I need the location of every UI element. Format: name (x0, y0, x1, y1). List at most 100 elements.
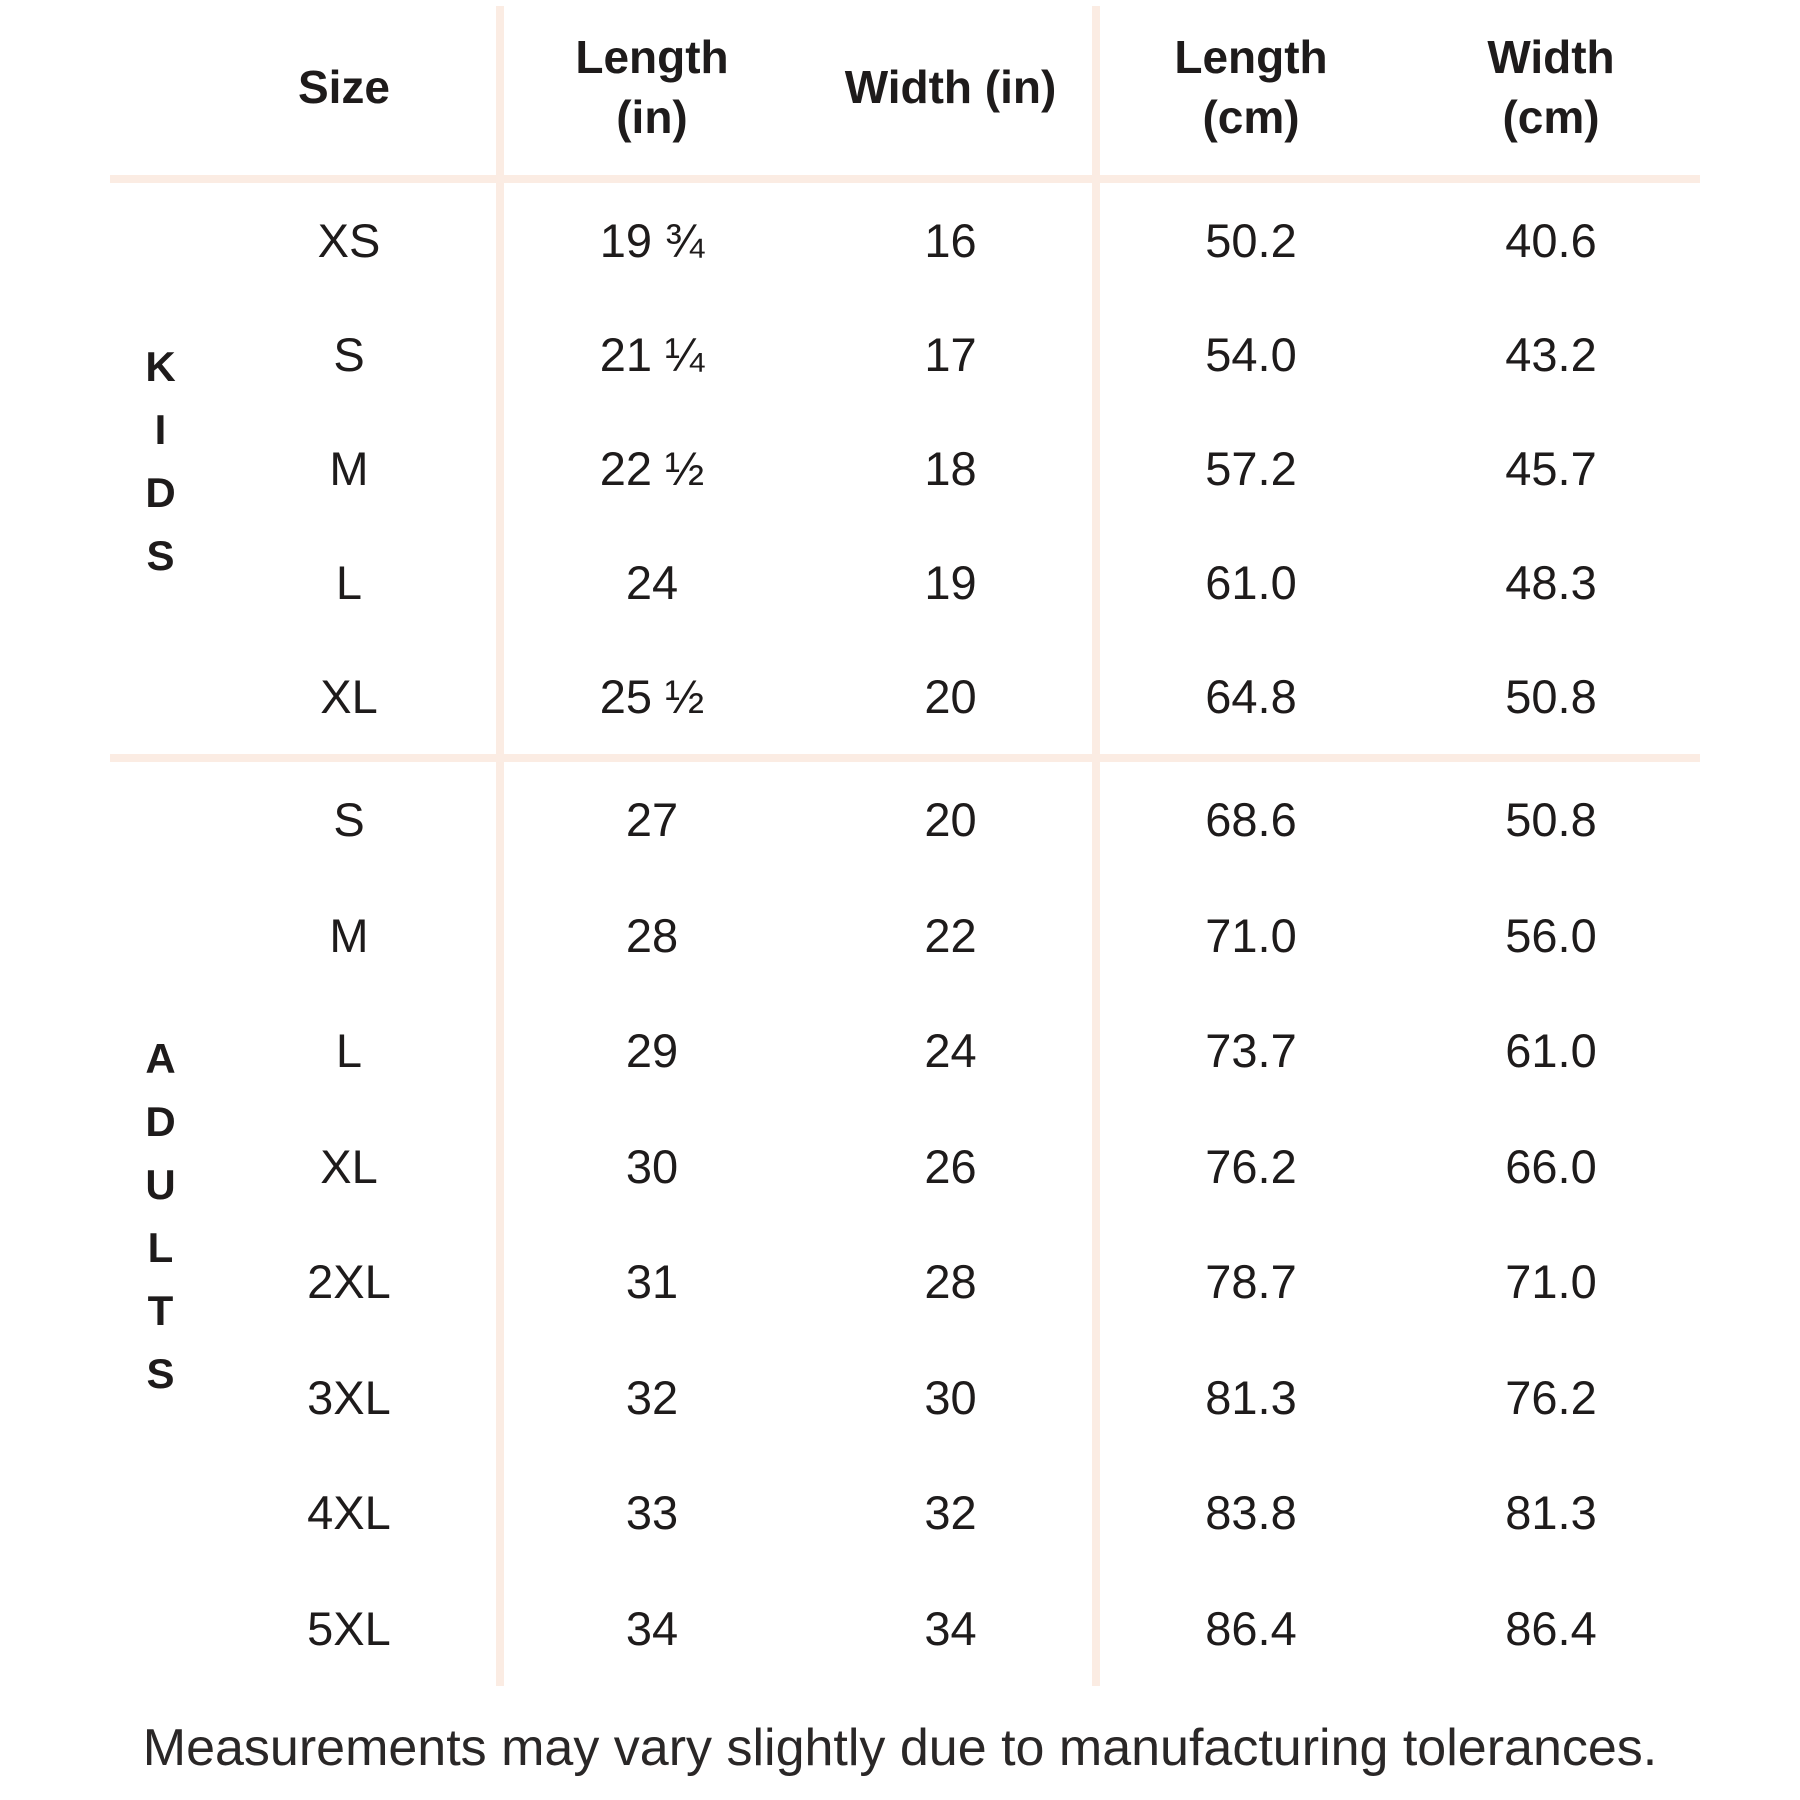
cell-size: S (333, 793, 365, 847)
column-header-length-cm: Length (cm) (1100, 0, 1402, 175)
table-row: M 22 ½ 18 57.2 45.7 (110, 411, 1700, 525)
cell-width-in: 28 (924, 1255, 977, 1309)
table-row: S 21 ¼ 17 54.0 43.2 (110, 297, 1700, 411)
table-row: 2XL 31 28 78.7 71.0 (110, 1224, 1700, 1340)
cell-width-in: 17 (924, 327, 977, 381)
cell-width-cm: 48.3 (1505, 556, 1597, 610)
header-text: Size (297, 60, 391, 113)
cell-size: L (335, 1024, 363, 1078)
cell-length-cm: 81.3 (1205, 1370, 1297, 1424)
cell-size: M (329, 908, 369, 962)
cell-width-cm: 61.0 (1505, 1024, 1597, 1078)
cell-length-in: 22 ½ (599, 441, 705, 495)
cell-width-in: 20 (924, 793, 977, 847)
cell-length-cm: 50.2 (1205, 213, 1297, 267)
table-row: XS 19 ¾ 16 50.2 40.6 (110, 183, 1700, 297)
cell-width-in: 20 (924, 670, 977, 724)
adults-rows: S 27 20 68.6 50.8 M 28 22 71.0 56.0 L 29… (110, 762, 1700, 1686)
cell-length-cm: 54.0 (1205, 327, 1297, 381)
table-row: L 24 19 61.0 48.3 (110, 526, 1700, 640)
section-label-kids: KIDS (112, 183, 208, 754)
cell-width-cm: 43.2 (1505, 327, 1597, 381)
cell-width-in: 18 (924, 441, 977, 495)
footer-note: Measurements may vary slightly due to ma… (142, 1719, 1658, 1777)
cell-length-in: 34 (625, 1601, 679, 1655)
cell-size: 5XL (307, 1601, 391, 1655)
cell-length-in: 33 (625, 1486, 679, 1540)
section-label-text: KIDS (137, 342, 184, 595)
cell-length-cm: 64.8 (1205, 670, 1297, 724)
cell-width-cm: 40.6 (1505, 213, 1597, 267)
header-text: Length (575, 30, 729, 83)
table-row: S 27 20 68.6 50.8 (110, 762, 1700, 878)
cell-length-in: 27 (625, 793, 679, 847)
table-row: 4XL 33 32 83.8 81.3 (110, 1455, 1700, 1571)
table-row: XL 30 26 76.2 66.0 (110, 1109, 1700, 1225)
cell-size: XL (320, 1139, 378, 1193)
table-row: L 29 24 73.7 61.0 (110, 993, 1700, 1109)
cell-length-in: 32 (625, 1370, 679, 1424)
column-header-width-cm: Width (cm) (1402, 0, 1700, 175)
cell-width-in: 34 (924, 1601, 977, 1655)
cell-length-in: 19 ¾ (599, 213, 705, 267)
cell-size: S (333, 327, 365, 381)
table-row: XL 25 ½ 20 64.8 50.8 (110, 640, 1700, 754)
header-text: Width (1487, 30, 1615, 83)
cell-length-cm: 73.7 (1205, 1024, 1297, 1078)
cell-width-cm: 56.0 (1505, 908, 1597, 962)
cell-width-in: 30 (924, 1370, 977, 1424)
column-header-size: Size (110, 0, 503, 175)
cell-size: XS (317, 213, 381, 267)
cell-width-cm: 86.4 (1505, 1601, 1597, 1655)
cell-width-in: 19 (924, 556, 977, 610)
table-header-row: Size Length (in) Width (in) Length (cm) … (110, 0, 1700, 175)
header-text: (cm) (1502, 90, 1600, 143)
header-text: Width (in) (844, 60, 1057, 113)
cell-length-in: 30 (625, 1139, 679, 1193)
cell-width-cm: 50.8 (1505, 793, 1597, 847)
cell-size: M (329, 441, 369, 495)
cell-width-cm: 45.7 (1505, 441, 1597, 495)
cell-width-in: 32 (924, 1486, 977, 1540)
section-label-adults: ADULTS (112, 762, 208, 1686)
header-text: (in) (616, 90, 688, 143)
kids-rows: XS 19 ¾ 16 50.2 40.6 S 21 ¼ 17 54.0 43.2… (110, 183, 1700, 754)
table-row: 5XL 34 34 86.4 86.4 (110, 1571, 1700, 1687)
cell-size: 2XL (307, 1255, 391, 1309)
cell-size: 4XL (307, 1486, 391, 1540)
cell-length-cm: 57.2 (1205, 441, 1297, 495)
cell-width-in: 26 (924, 1139, 977, 1193)
cell-width-cm: 76.2 (1505, 1370, 1597, 1424)
cell-length-cm: 83.8 (1205, 1486, 1297, 1540)
cell-length-cm: 68.6 (1205, 793, 1297, 847)
header-text: (cm) (1202, 90, 1300, 143)
cell-size: L (335, 556, 363, 610)
column-header-length-in: Length (in) (503, 0, 801, 175)
cell-length-cm: 76.2 (1205, 1139, 1297, 1193)
cell-length-cm: 86.4 (1205, 1601, 1297, 1655)
cell-length-cm: 78.7 (1205, 1255, 1297, 1309)
section-label-text: ADULTS (137, 1035, 184, 1413)
vertical-divider-left (496, 6, 504, 1686)
section-divider-line (110, 754, 1700, 762)
cell-length-in: 25 ½ (599, 670, 705, 724)
cell-length-in: 21 ¼ (599, 327, 705, 381)
cell-width-cm: 81.3 (1505, 1486, 1597, 1540)
cell-length-in: 31 (625, 1255, 679, 1309)
cell-width-cm: 50.8 (1505, 670, 1597, 724)
cell-length-in: 29 (625, 1024, 679, 1078)
table-row: 3XL 32 30 81.3 76.2 (110, 1340, 1700, 1456)
cell-width-in: 22 (924, 908, 977, 962)
cell-length-cm: 61.0 (1205, 556, 1297, 610)
cell-size: 3XL (307, 1370, 391, 1424)
header-text: Length (1174, 30, 1328, 83)
cell-length-cm: 71.0 (1205, 908, 1297, 962)
cell-length-in: 24 (625, 556, 679, 610)
cell-width-cm: 66.0 (1505, 1139, 1597, 1193)
table-row: M 28 22 71.0 56.0 (110, 878, 1700, 994)
header-divider-line (110, 175, 1700, 183)
column-header-width-in: Width (in) (801, 0, 1100, 175)
cell-length-in: 28 (625, 908, 679, 962)
cell-size: XL (320, 670, 378, 724)
